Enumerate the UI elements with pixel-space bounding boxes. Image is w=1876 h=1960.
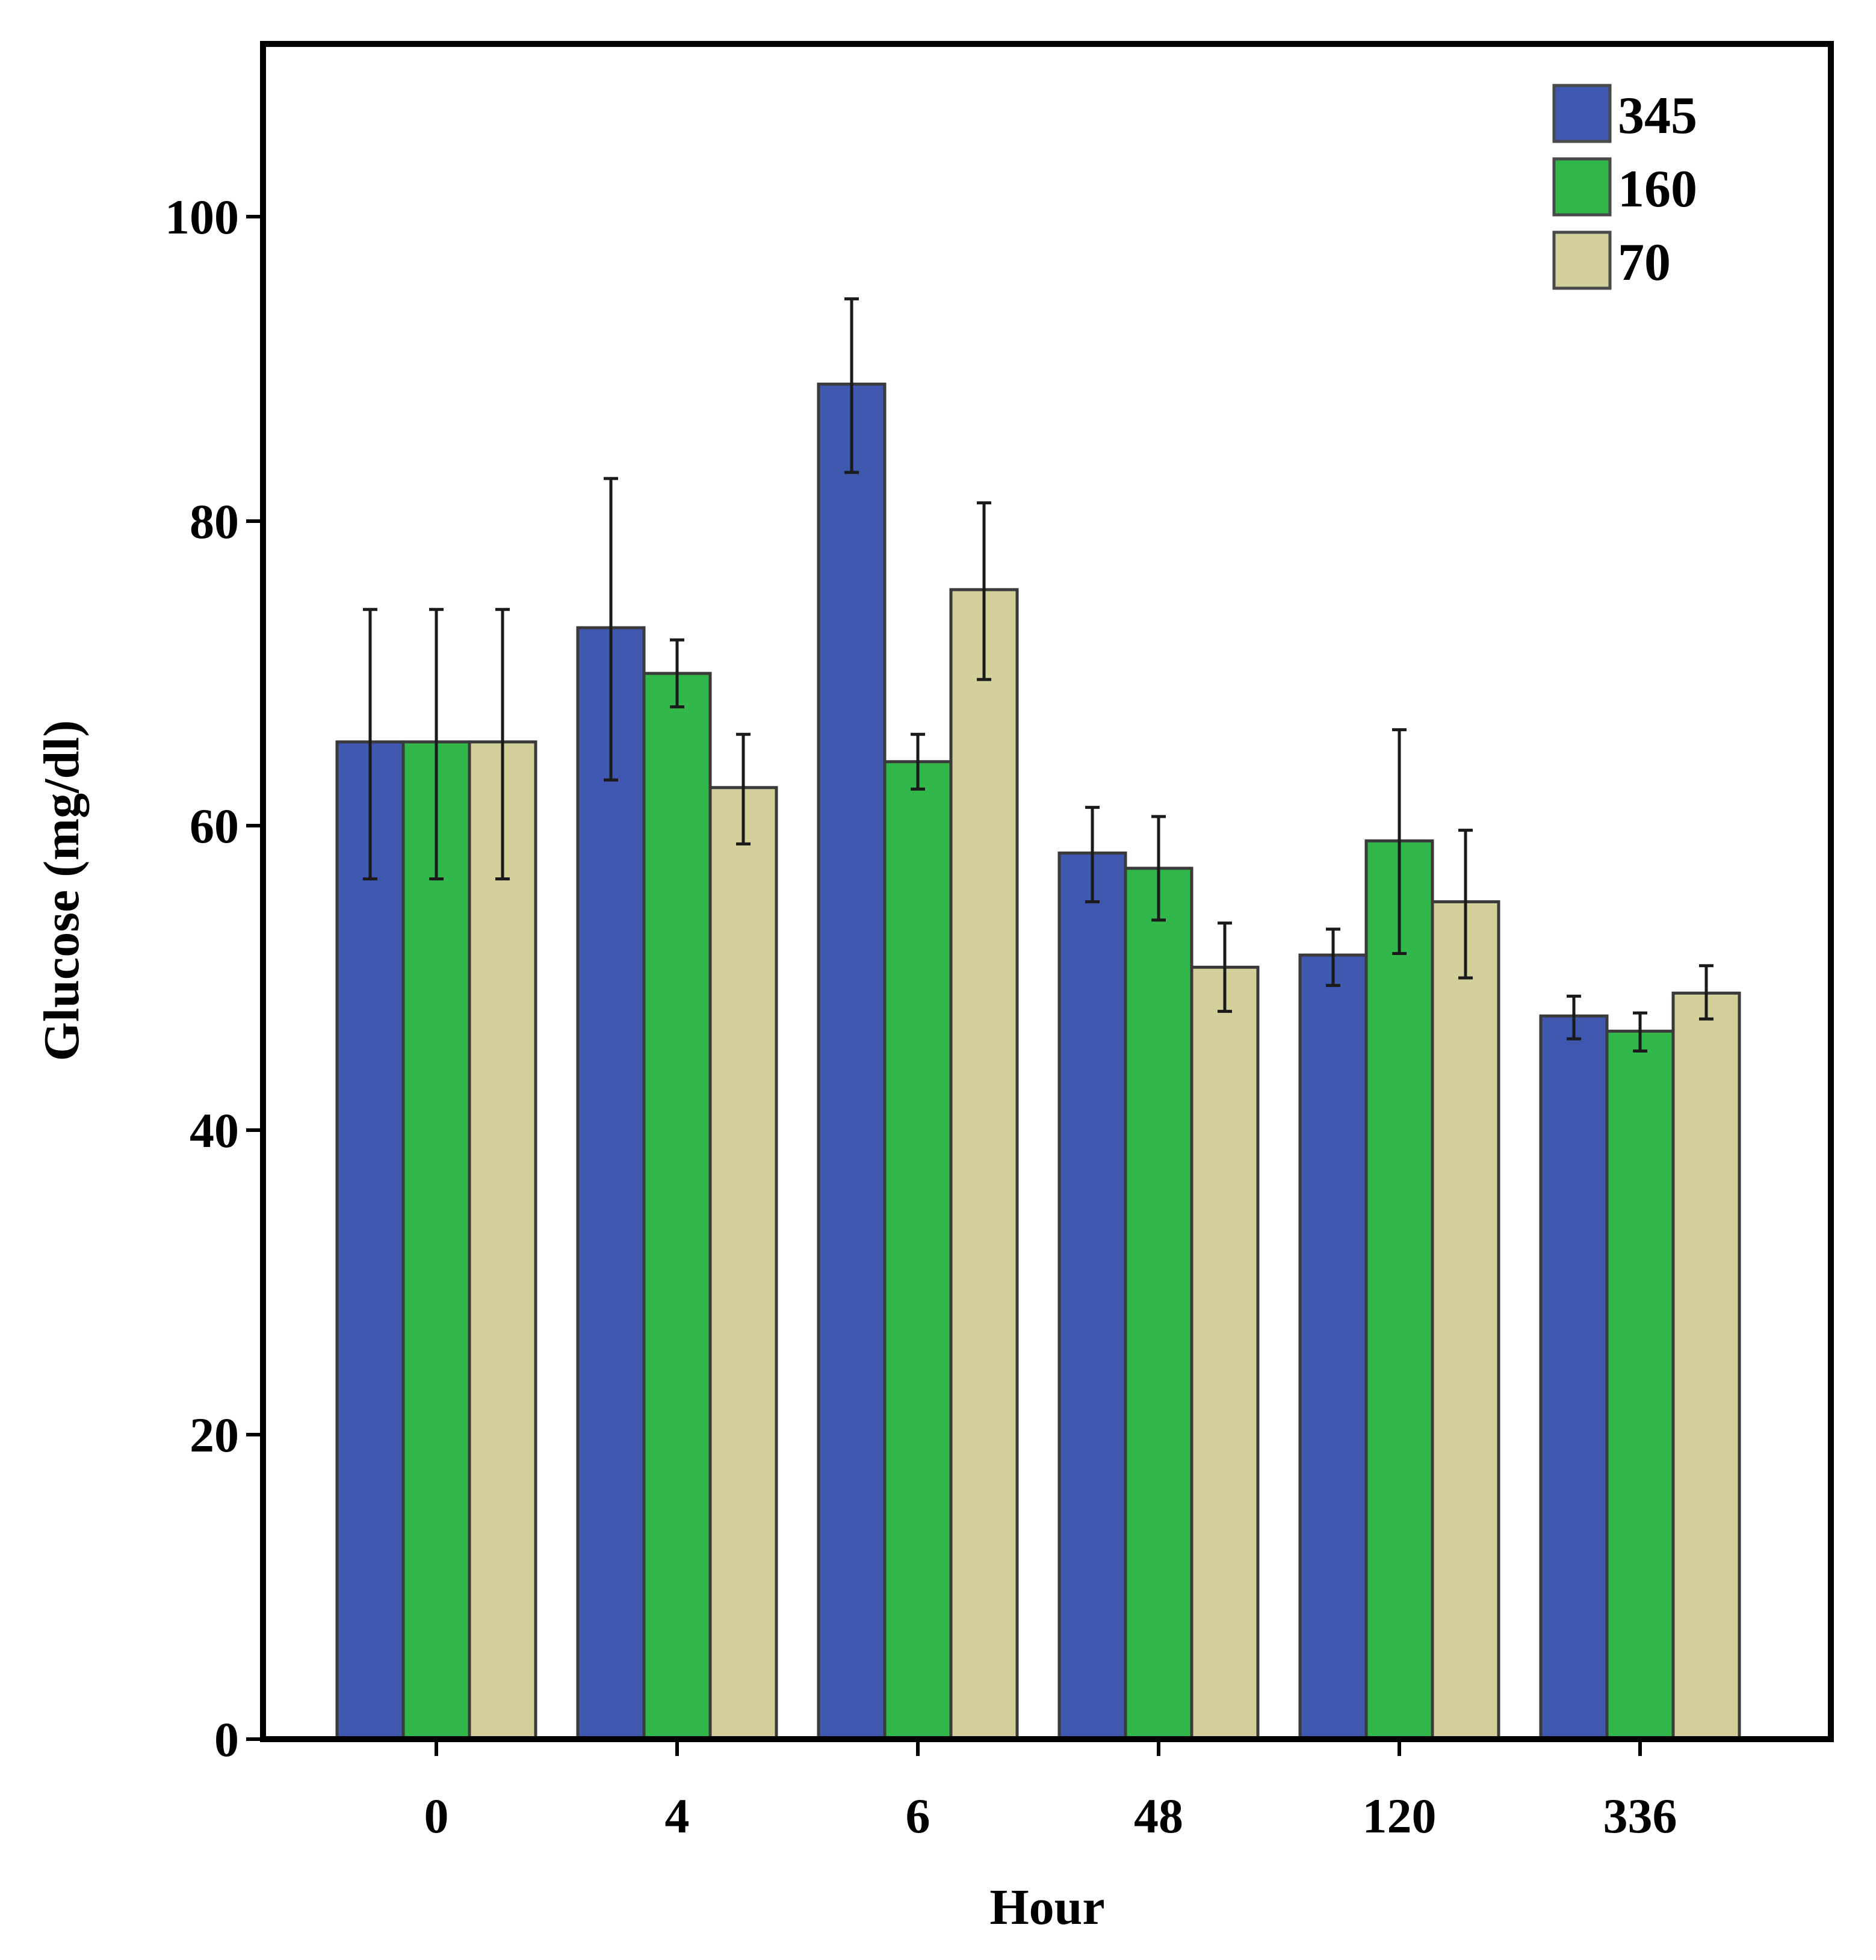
y-tick-label-20: 20 (190, 1408, 239, 1462)
error-bar-70-hour-4 (736, 732, 751, 846)
bar-70-hour-336 (1671, 991, 1741, 1741)
bar-345-hour-336 (1539, 1014, 1609, 1741)
y-tick-label-60: 60 (190, 799, 239, 853)
error-bar-160-hour-120 (1392, 728, 1407, 956)
x-tick-label-0: 0 (424, 1788, 449, 1843)
legend: 345 160 70 (1552, 84, 1697, 292)
bar-160-hour-336 (1605, 1030, 1675, 1741)
bar-70-hour-4 (708, 786, 778, 1741)
bar-160-hour-48 (1124, 867, 1193, 1741)
x-axis-title: Hour (989, 1879, 1104, 1935)
error-bar-160-hour-6 (911, 732, 925, 791)
bar-160-hour-4 (642, 672, 712, 1741)
legend-swatch-70 (1552, 230, 1612, 290)
legend-label-160: 160 (1618, 160, 1697, 218)
error-bar-345-hour-48 (1085, 806, 1100, 903)
error-bar-345-hour-0 (363, 608, 377, 881)
error-bar-345-hour-6 (844, 297, 859, 474)
error-bars-layer (363, 297, 1713, 1053)
x-tick-label-4: 4 (665, 1788, 690, 1843)
bar-345-hour-4 (576, 626, 646, 1741)
bar-160-hour-120 (1364, 839, 1434, 1741)
error-bar-160-hour-4 (670, 638, 684, 709)
error-bar-70-hour-0 (495, 608, 510, 881)
bar-345-hour-0 (335, 740, 405, 1741)
y-tick-label-40: 40 (190, 1103, 239, 1158)
bar-70-hour-6 (949, 588, 1019, 1741)
error-bar-160-hour-48 (1151, 815, 1166, 922)
error-bar-345-hour-120 (1326, 927, 1340, 988)
y-axis: 0 20 40 60 80 100 (165, 190, 263, 1767)
x-axis: 0 4 6 48 120 336 (424, 1739, 1677, 1843)
error-bar-345-hour-336 (1567, 994, 1581, 1040)
x-tick-label-6: 6 (906, 1788, 930, 1843)
y-axis-title: Glucose (mg/dl) (34, 720, 90, 1062)
bar-345-hour-48 (1057, 852, 1127, 1741)
bars-layer (335, 382, 1741, 1741)
error-bar-70-hour-6 (977, 501, 991, 681)
bar-70-hour-0 (468, 740, 537, 1741)
legend-swatch-345 (1552, 84, 1612, 143)
legend-label-70: 70 (1618, 233, 1671, 292)
error-bar-70-hour-48 (1218, 921, 1232, 1013)
x-tick-label-48: 48 (1134, 1788, 1183, 1843)
bar-160-hour-6 (883, 760, 953, 1741)
y-tick-label-100: 100 (165, 190, 239, 244)
error-bar-345-hour-4 (604, 477, 618, 782)
error-bar-70-hour-336 (1699, 964, 1713, 1021)
y-tick-label-0: 0 (214, 1712, 239, 1767)
x-tick-label-120: 120 (1363, 1788, 1437, 1843)
legend-swatch-160 (1552, 157, 1612, 217)
error-bar-70-hour-120 (1458, 829, 1473, 980)
bar-345-hour-120 (1298, 953, 1368, 1741)
error-bar-160-hour-0 (429, 608, 444, 881)
legend-label-345: 345 (1618, 87, 1697, 145)
bar-345-hour-6 (817, 382, 887, 1741)
bar-160-hour-0 (401, 740, 471, 1741)
x-tick-label-336: 336 (1603, 1788, 1677, 1843)
bar-70-hour-48 (1190, 965, 1260, 1741)
plot-frame (260, 41, 1834, 1742)
bar-70-hour-120 (1431, 900, 1500, 1741)
y-tick-label-80: 80 (190, 494, 239, 549)
error-bar-160-hour-336 (1633, 1011, 1647, 1053)
